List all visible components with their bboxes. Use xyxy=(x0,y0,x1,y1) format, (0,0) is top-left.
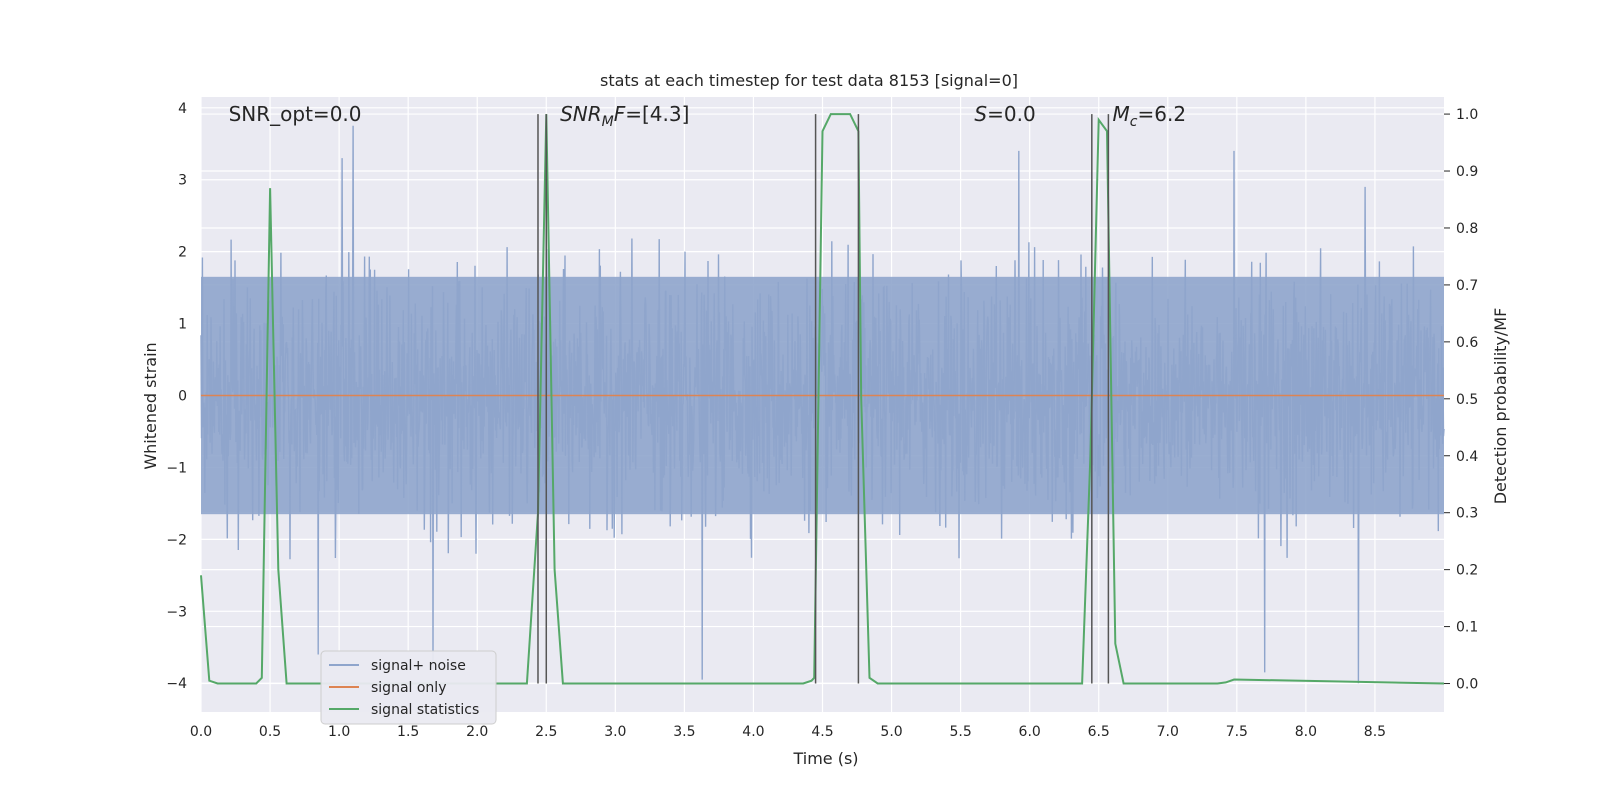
y-right-axis-ticks: 1.0 0.9 0.8 0.7 0.6 0.5 0.4 0.3 0.2 0.1 0.0 xyxy=(1444,107,1478,693)
x-tick-label: 0.5 xyxy=(259,724,281,740)
legend-label: signal statistics xyxy=(371,702,479,718)
legend-box xyxy=(320,650,497,725)
y-tick-label: −3 xyxy=(166,604,187,620)
x-tick-label: 3.0 xyxy=(604,724,626,740)
y-right-tick-label: 0.3 xyxy=(1456,506,1478,522)
x-tick-label: 2.0 xyxy=(466,724,488,740)
marker-lines xyxy=(537,114,1110,684)
x-tick-label: 1.0 xyxy=(328,724,350,740)
y-axis-ticks: 4 3 2 1 0 −1 −2 −3 −4 xyxy=(166,101,187,692)
signal-noise-line xyxy=(200,125,1445,684)
x-axis-label: Time (s) xyxy=(792,749,858,768)
y-tick-label: −1 xyxy=(166,460,187,476)
y-right-tick-label: 0.1 xyxy=(1456,620,1478,636)
y-right-tick-label: 0.8 xyxy=(1456,221,1478,237)
y-tick-label: −2 xyxy=(166,532,187,548)
x-axis-ticks: 0.0 0.5 1.0 1.5 2.0 2.5 3.0 3.5 4.0 4.5 5.0 5.5 6.0 6… xyxy=(190,724,1386,740)
y-right-tick-label: 0.4 xyxy=(1456,449,1478,465)
x-tick-label: 4.5 xyxy=(811,724,833,740)
x-tick-label: 1.5 xyxy=(397,724,419,740)
y-tick-label: 1 xyxy=(178,317,187,333)
y-tick-label: −4 xyxy=(166,676,187,692)
x-tick-label: 7.0 xyxy=(1157,724,1179,740)
signal-statistics-line xyxy=(200,113,1445,685)
annotation-1: SNR_opt=0.0 xyxy=(229,102,362,126)
x-tick-label: 8.0 xyxy=(1295,724,1317,740)
y-right-tick-label: 1.0 xyxy=(1456,107,1478,123)
y-right-tick-label: 0.6 xyxy=(1456,335,1478,351)
y-tick-label: 0 xyxy=(178,389,187,405)
legend-label: signal+ noise xyxy=(371,658,466,674)
x-tick-label: 6.0 xyxy=(1019,724,1041,740)
annotation-2: SNRMF=[4.3] xyxy=(560,102,689,130)
x-tick-label: 2.5 xyxy=(535,724,557,740)
legend-label: signal only xyxy=(371,680,446,696)
series-signal-statistics xyxy=(200,113,1445,685)
x-tick-label: 7.5 xyxy=(1226,724,1248,740)
x-tick-label: 3.5 xyxy=(673,724,695,740)
y-right-axis-label: Detection probability/MF xyxy=(1491,308,1510,505)
y-right-tick-label: 0.5 xyxy=(1456,392,1478,408)
y-right-tick-label: 0.9 xyxy=(1456,164,1478,180)
x-tick-label: 8.5 xyxy=(1364,724,1386,740)
x-tick-label: 6.5 xyxy=(1088,724,1110,740)
annotation-3: S=0.0 xyxy=(974,102,1035,126)
y-right-tick-label: 0.7 xyxy=(1456,278,1478,294)
x-tick-label: 0.0 xyxy=(190,724,212,740)
x-tick-label: 5.0 xyxy=(880,724,902,740)
y-tick-label: 3 xyxy=(178,173,187,189)
x-tick-label: 5.5 xyxy=(949,724,971,740)
y-tick-label: 4 xyxy=(178,101,187,117)
y-right-tick-label: 0.2 xyxy=(1456,563,1478,579)
y-right-tick-label: 0.0 xyxy=(1456,677,1478,693)
y-tick-label: 2 xyxy=(178,245,187,261)
legend: signal+ noise signal only signal statistic… xyxy=(320,650,497,725)
x-tick-label: 4.0 xyxy=(742,724,764,740)
chart-title: stats at each timestep for test data 815… xyxy=(600,71,1018,90)
annotations: SNR_opt=0.0 SNRMF=[4.3] S=0.0 Mc=6.2 xyxy=(229,102,1186,130)
annotation-4: Mc=6.2 xyxy=(1113,102,1187,130)
y-axis-label: Whitened strain xyxy=(141,342,160,469)
